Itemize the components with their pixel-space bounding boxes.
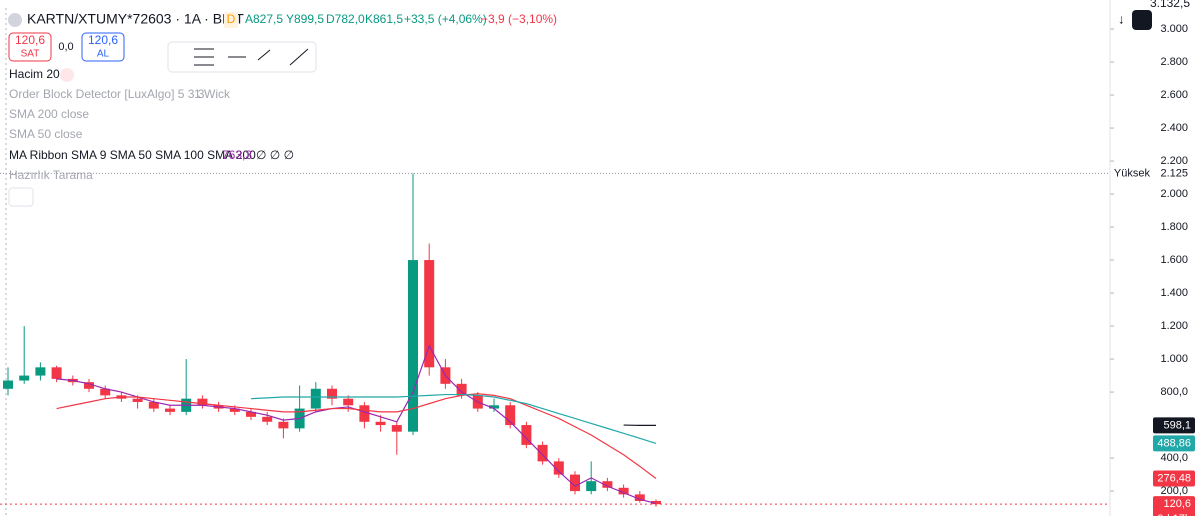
scroll-icon[interactable]: ↓ [1118, 11, 1125, 26]
top-label: 3.132,5 [1150, 0, 1190, 10]
candle-body [165, 409, 175, 412]
spread: 0,0 [58, 41, 73, 53]
high-name: Yüksek [1114, 167, 1151, 179]
y-tick-label: 2.600 [1160, 89, 1188, 101]
price-label: 276,48 [1157, 472, 1191, 484]
change-2: −3,9 (−3,10%) [481, 12, 557, 26]
ohlc-low: D782,0 [326, 12, 365, 26]
price-label: 598,1 [1163, 419, 1191, 431]
candle-body [311, 389, 321, 409]
candle-body [343, 399, 353, 406]
order-block-legend: Order Block Detector [LuxAlgo] 5 3 3 [9, 87, 205, 101]
candle-body [52, 367, 62, 379]
sma200-legend: SMA 200 close [9, 107, 89, 121]
candle-body [133, 399, 143, 402]
sell-label: SAT [21, 49, 40, 60]
buy-label: AL [97, 49, 110, 60]
y-tick-label: 2.800 [1160, 56, 1188, 68]
y-tick-label: 800,0 [1160, 386, 1188, 398]
candle-body [376, 422, 386, 425]
y-tick-label: 1.800 [1160, 221, 1188, 233]
candle-body [392, 425, 402, 432]
ribbon-value: 763,3 [222, 148, 252, 162]
y-tick-label: 2.400 [1160, 122, 1188, 134]
collapse-btn[interactable] [9, 188, 33, 206]
sell-price: 120,6 [15, 33, 45, 47]
change: +33,5 (+4,06%) [404, 12, 487, 26]
candle-body [586, 481, 596, 491]
ribbon-legend: MA Ribbon SMA 9 SMA 50 SMA 100 SMA 200 [9, 148, 256, 162]
candle-body [35, 367, 45, 375]
price-label: 488,86 [1157, 437, 1191, 449]
y-tick-label: 2.000 [1160, 188, 1188, 200]
volume-legend: Hacim 20 [9, 67, 60, 81]
y-tick-label: 1.200 [1160, 320, 1188, 332]
ribbon-empty: ∅ ∅ ∅ [256, 148, 294, 162]
candle-body [3, 381, 13, 389]
symbol-icon [8, 13, 22, 27]
wick-legend: 1 Wick [194, 87, 231, 101]
symbol: KARTN/XTUMY*72603 · 1A · BIST [27, 11, 244, 27]
warning-icon [60, 68, 74, 82]
sma50-legend: SMA 50 close [9, 127, 83, 141]
y-tick-label: 1.600 [1160, 254, 1188, 266]
price-label: 120,6 [1163, 498, 1191, 510]
y-tick-label: 400,0 [1160, 452, 1188, 464]
scan-legend: Hazırlık Tarama [9, 168, 93, 182]
y-tick-label: 3.000 [1160, 23, 1188, 35]
ohlc-open: A827,5 [245, 12, 283, 26]
candle-body [19, 376, 29, 381]
ohlc-high: Y899,5 [286, 12, 324, 26]
y-tick-label: 1.400 [1160, 287, 1188, 299]
candle-body [278, 422, 288, 429]
high-label: 2.125 [1160, 167, 1188, 179]
candle-body [262, 417, 272, 422]
fullscreen-btn[interactable] [1132, 10, 1152, 30]
buy-price: 120,6 [88, 33, 118, 47]
ohlc-close: K861,5 [365, 12, 403, 26]
y-tick-label: 1.000 [1160, 353, 1188, 365]
y-tick-label: 2.200 [1160, 155, 1188, 167]
badge: D [227, 12, 236, 26]
y-tick-label: 200,0 [1160, 485, 1188, 497]
candle-body [408, 260, 418, 432]
